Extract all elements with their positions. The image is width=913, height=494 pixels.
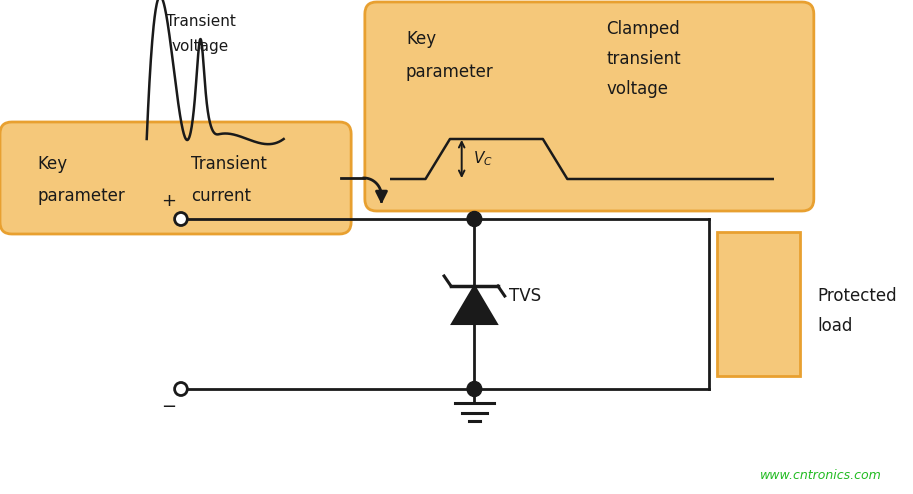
- Text: Transient: Transient: [191, 155, 267, 173]
- FancyBboxPatch shape: [0, 122, 352, 234]
- FancyBboxPatch shape: [717, 232, 800, 376]
- Text: Transient: Transient: [165, 14, 236, 29]
- Text: load: load: [818, 317, 853, 335]
- Polygon shape: [452, 286, 497, 324]
- Circle shape: [467, 211, 482, 227]
- Text: voltage: voltage: [172, 39, 229, 54]
- Circle shape: [174, 382, 187, 396]
- Text: parameter: parameter: [37, 187, 125, 205]
- Text: +: +: [161, 192, 175, 210]
- Text: Key: Key: [406, 30, 436, 48]
- Text: $V_C$: $V_C$: [474, 150, 493, 168]
- Text: parameter: parameter: [406, 63, 494, 81]
- Text: voltage: voltage: [606, 80, 668, 98]
- Text: −: −: [161, 398, 176, 416]
- Circle shape: [467, 381, 482, 397]
- Circle shape: [174, 212, 187, 225]
- Text: Protected: Protected: [818, 287, 897, 305]
- Text: TVS: TVS: [509, 287, 540, 305]
- Text: Key: Key: [37, 155, 68, 173]
- FancyBboxPatch shape: [365, 2, 813, 211]
- Text: www.cntronics.com: www.cntronics.com: [760, 469, 881, 482]
- Text: Clamped: Clamped: [606, 20, 680, 38]
- Text: current: current: [191, 187, 251, 205]
- Text: transient: transient: [606, 50, 681, 68]
